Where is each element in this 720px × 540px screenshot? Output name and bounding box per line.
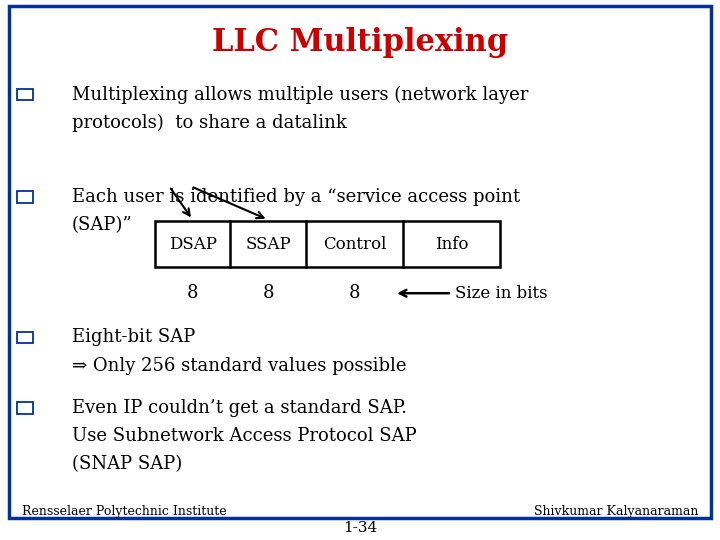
- Text: Multiplexing allows multiple users (network layer: Multiplexing allows multiple users (netw…: [72, 85, 528, 104]
- Text: Info: Info: [435, 236, 469, 253]
- Bar: [17, 332, 33, 343]
- Text: ⇒ Only 256 standard values possible: ⇒ Only 256 standard values possible: [72, 356, 407, 375]
- Text: Each user is identified by a “service access point: Each user is identified by a “service ac…: [72, 188, 520, 206]
- Text: LLC Multiplexing: LLC Multiplexing: [212, 26, 508, 58]
- Bar: [17, 89, 33, 100]
- Text: (SAP)”: (SAP)”: [72, 216, 132, 234]
- Bar: [17, 402, 33, 414]
- Text: 1-34: 1-34: [343, 521, 377, 535]
- Text: DSAP: DSAP: [168, 236, 217, 253]
- Text: 8: 8: [349, 284, 360, 302]
- Text: Rensselaer Polytechnic Institute: Rensselaer Polytechnic Institute: [22, 505, 226, 518]
- Text: Control: Control: [323, 236, 387, 253]
- Text: 8: 8: [187, 284, 198, 302]
- Text: Use Subnetwork Access Protocol SAP: Use Subnetwork Access Protocol SAP: [72, 427, 417, 445]
- Text: Even IP couldn’t get a standard SAP.: Even IP couldn’t get a standard SAP.: [72, 399, 407, 417]
- Bar: [17, 191, 33, 203]
- Text: Shivkumar Kalyanaraman: Shivkumar Kalyanaraman: [534, 505, 698, 518]
- Text: Size in bits: Size in bits: [455, 285, 548, 302]
- Text: (SNAP SAP): (SNAP SAP): [72, 455, 182, 473]
- Text: protocols)  to share a datalink: protocols) to share a datalink: [72, 113, 347, 132]
- Text: Eight-bit SAP: Eight-bit SAP: [72, 328, 195, 347]
- Text: 8: 8: [263, 284, 274, 302]
- Text: SSAP: SSAP: [246, 236, 291, 253]
- Bar: [155, 221, 500, 267]
